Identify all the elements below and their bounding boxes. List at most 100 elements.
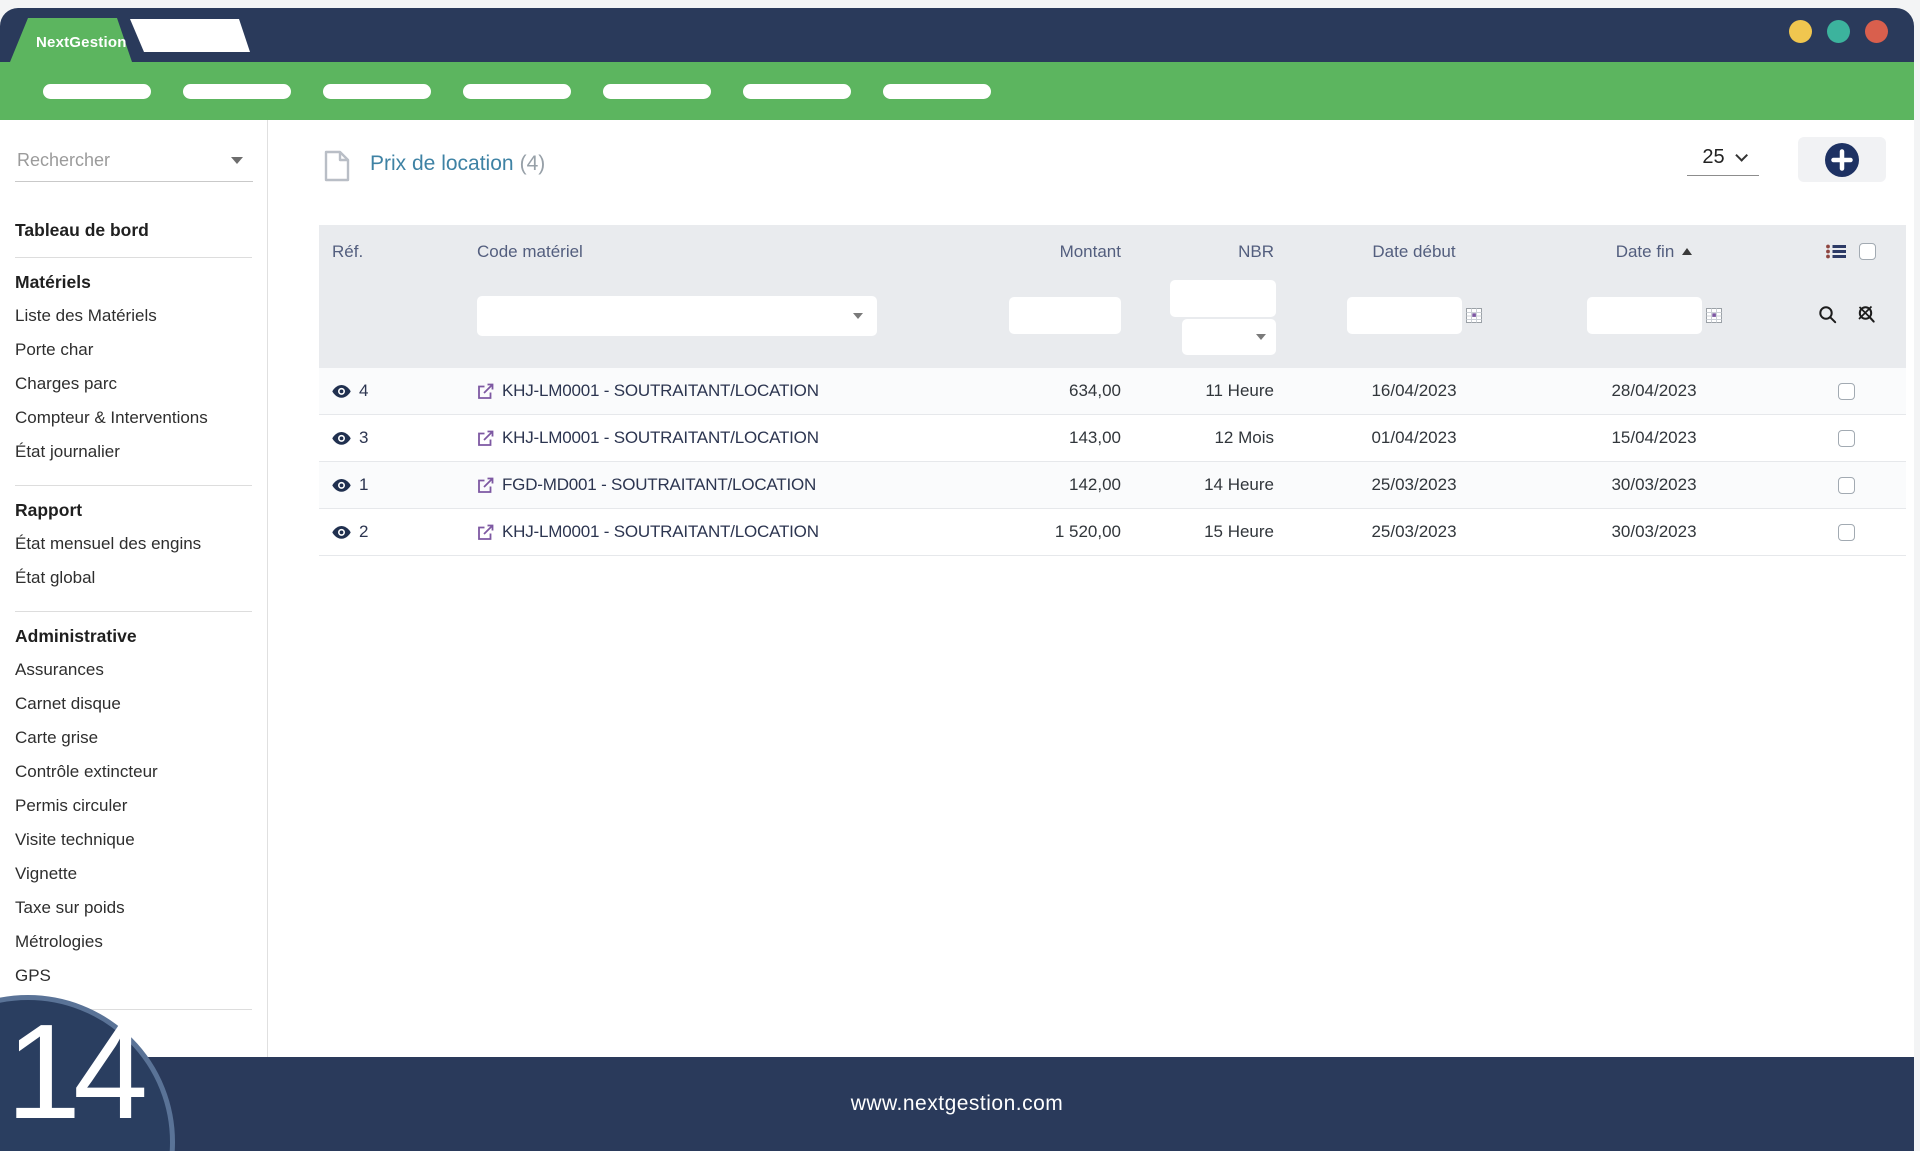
search-placeholder: Rechercher — [17, 150, 110, 171]
table-row[interactable]: 4 KHJ-LM0001 - SOUTRAITANT/LOCATION 634,… — [319, 368, 1906, 415]
filter-code-select[interactable] — [477, 296, 877, 336]
page-number: 14 — [6, 1004, 140, 1139]
table-row[interactable]: 2 KHJ-LM0001 - SOUTRAITANT/LOCATION 1 52… — [319, 509, 1906, 556]
sidebar-section-rapport: Rapport — [15, 500, 267, 521]
table-filter-row — [319, 278, 1906, 368]
row-montant: 142,00 — [1019, 475, 1149, 495]
eye-icon[interactable] — [332, 479, 351, 492]
row-date-fin: 15/04/2023 — [1519, 428, 1789, 448]
list-icon[interactable] — [1826, 244, 1846, 259]
divider — [15, 257, 252, 258]
sidebar-item-etat-journalier[interactable]: État journalier — [15, 435, 267, 469]
rental-price-table: Réf. Code matériel Montant NBR Date débu… — [319, 225, 1906, 556]
chevron-down-icon — [1735, 149, 1748, 162]
footer: www.nextgestion.com — [0, 1057, 1914, 1151]
sidebar-search-select[interactable]: Rechercher — [15, 140, 253, 182]
page-size-select[interactable]: 25 — [1687, 146, 1759, 176]
row-nbr: 14 Heure — [1149, 475, 1309, 495]
row-code-link[interactable]: FGD-MD001 - SOUTRAITANT/LOCATION — [502, 475, 816, 495]
nav-item-placeholder-7[interactable] — [883, 84, 991, 99]
table-row[interactable]: 1 FGD-MD001 - SOUTRAITANT/LOCATION 142,0… — [319, 462, 1906, 509]
nav-item-placeholder-6[interactable] — [743, 84, 851, 99]
sidebar-section-administrative: Administrative — [15, 626, 267, 647]
table-row[interactable]: 3 KHJ-LM0001 - SOUTRAITANT/LOCATION 143,… — [319, 415, 1906, 462]
filter-date-debut-input[interactable] — [1347, 297, 1462, 334]
sidebar-item-permis-circuler[interactable]: Permis circuler — [15, 789, 267, 823]
sidebar-item-visite-technique[interactable]: Visite technique — [15, 823, 267, 857]
nav-item-placeholder-4[interactable] — [463, 84, 571, 99]
add-button[interactable] — [1798, 137, 1886, 182]
nav-item-placeholder-1[interactable] — [43, 84, 151, 99]
sidebar-item-assurances[interactable]: Assurances — [15, 653, 267, 687]
eye-icon[interactable] — [332, 526, 351, 539]
filter-montant-input[interactable] — [1009, 297, 1121, 334]
chevron-down-icon — [1256, 334, 1266, 340]
app-window: NextGestion Rechercher — [0, 8, 1914, 1151]
sidebar-item-controle-extincteur[interactable]: Contrôle extincteur — [15, 755, 267, 789]
search-button[interactable] — [1818, 305, 1837, 324]
sidebar-item-etat-global[interactable]: État global — [15, 561, 267, 595]
row-checkbox[interactable] — [1838, 383, 1855, 400]
row-montant: 143,00 — [1019, 428, 1149, 448]
row-checkbox[interactable] — [1838, 477, 1855, 494]
filter-date-fin-input[interactable] — [1587, 297, 1702, 334]
external-link-icon[interactable] — [477, 383, 494, 400]
top-bar: NextGestion — [0, 8, 1914, 62]
sidebar-item-metrologies[interactable]: Métrologies — [15, 925, 267, 959]
window-dot-close[interactable] — [1865, 20, 1888, 43]
row-montant: 634,00 — [1019, 381, 1149, 401]
sidebar-item-etat-mensuel[interactable]: État mensuel des engins — [15, 527, 267, 561]
row-nbr: 15 Heure — [1149, 522, 1309, 542]
sidebar-item-gps[interactable]: GPS — [15, 959, 267, 993]
sidebar-item-carte-grise[interactable]: Carte grise — [15, 721, 267, 755]
row-code-link[interactable]: KHJ-LM0001 - SOUTRAITANT/LOCATION — [502, 522, 819, 542]
main-nav — [0, 62, 1914, 120]
calendar-icon[interactable] — [1706, 308, 1722, 323]
col-date-debut[interactable]: Date début — [1309, 242, 1519, 262]
sidebar-item-charges-parc[interactable]: Charges parc — [15, 367, 267, 401]
row-checkbox[interactable] — [1838, 524, 1855, 541]
col-montant[interactable]: Montant — [1019, 242, 1149, 262]
table-header: Réf. Code matériel Montant NBR Date débu… — [319, 225, 1906, 278]
page-title-text: Prix de location — [370, 152, 514, 175]
document-icon — [324, 150, 350, 182]
external-link-icon[interactable] — [477, 524, 494, 541]
calendar-icon[interactable] — [1466, 308, 1482, 323]
nav-item-placeholder-5[interactable] — [603, 84, 711, 99]
nav-item-placeholder-3[interactable] — [323, 84, 431, 99]
sidebar-item-compteur-interventions[interactable]: Compteur & Interventions — [15, 401, 267, 435]
eye-icon[interactable] — [332, 385, 351, 398]
window-dot-minimize[interactable] — [1789, 20, 1812, 43]
col-date-fin[interactable]: Date fin — [1519, 242, 1789, 262]
sidebar-item-porte-char[interactable]: Porte char — [15, 333, 267, 367]
external-link-icon[interactable] — [477, 430, 494, 447]
window-controls — [1789, 20, 1888, 43]
page-title: Prix de location(4) — [370, 152, 545, 176]
external-link-icon[interactable] — [477, 477, 494, 494]
chevron-down-icon — [853, 313, 863, 319]
eye-icon[interactable] — [332, 432, 351, 445]
clear-search-button[interactable] — [1856, 305, 1876, 324]
col-date-fin-label: Date fin — [1616, 242, 1675, 262]
sidebar-item-vignette[interactable]: Vignette — [15, 857, 267, 891]
brand-logo[interactable]: NextGestion — [36, 34, 127, 51]
col-nbr[interactable]: NBR — [1149, 242, 1309, 262]
nav-item-placeholder-2[interactable] — [183, 84, 291, 99]
sidebar-item-carnet-disque[interactable]: Carnet disque — [15, 687, 267, 721]
sidebar-item-dashboard[interactable]: Tableau de bord — [15, 220, 267, 241]
sidebar-item-liste-des-materiels[interactable]: Liste des Matériels — [15, 299, 267, 333]
window-dot-maximize[interactable] — [1827, 20, 1850, 43]
filter-nbr-input[interactable] — [1170, 280, 1276, 317]
row-code-link[interactable]: KHJ-LM0001 - SOUTRAITANT/LOCATION — [502, 381, 819, 401]
row-code-link[interactable]: KHJ-LM0001 - SOUTRAITANT/LOCATION — [502, 428, 819, 448]
row-date-debut: 16/04/2023 — [1309, 381, 1519, 401]
select-all-checkbox[interactable] — [1859, 243, 1876, 260]
col-ref[interactable]: Réf. — [319, 242, 459, 262]
filter-nbr-unit-select[interactable] — [1182, 319, 1276, 355]
col-code[interactable]: Code matériel — [459, 242, 1019, 262]
row-ref: 2 — [359, 522, 368, 542]
footer-url[interactable]: www.nextgestion.com — [851, 1092, 1064, 1116]
row-checkbox[interactable] — [1838, 430, 1855, 447]
sidebar-item-taxe-sur-poids[interactable]: Taxe sur poids — [15, 891, 267, 925]
row-nbr: 12 Mois — [1149, 428, 1309, 448]
